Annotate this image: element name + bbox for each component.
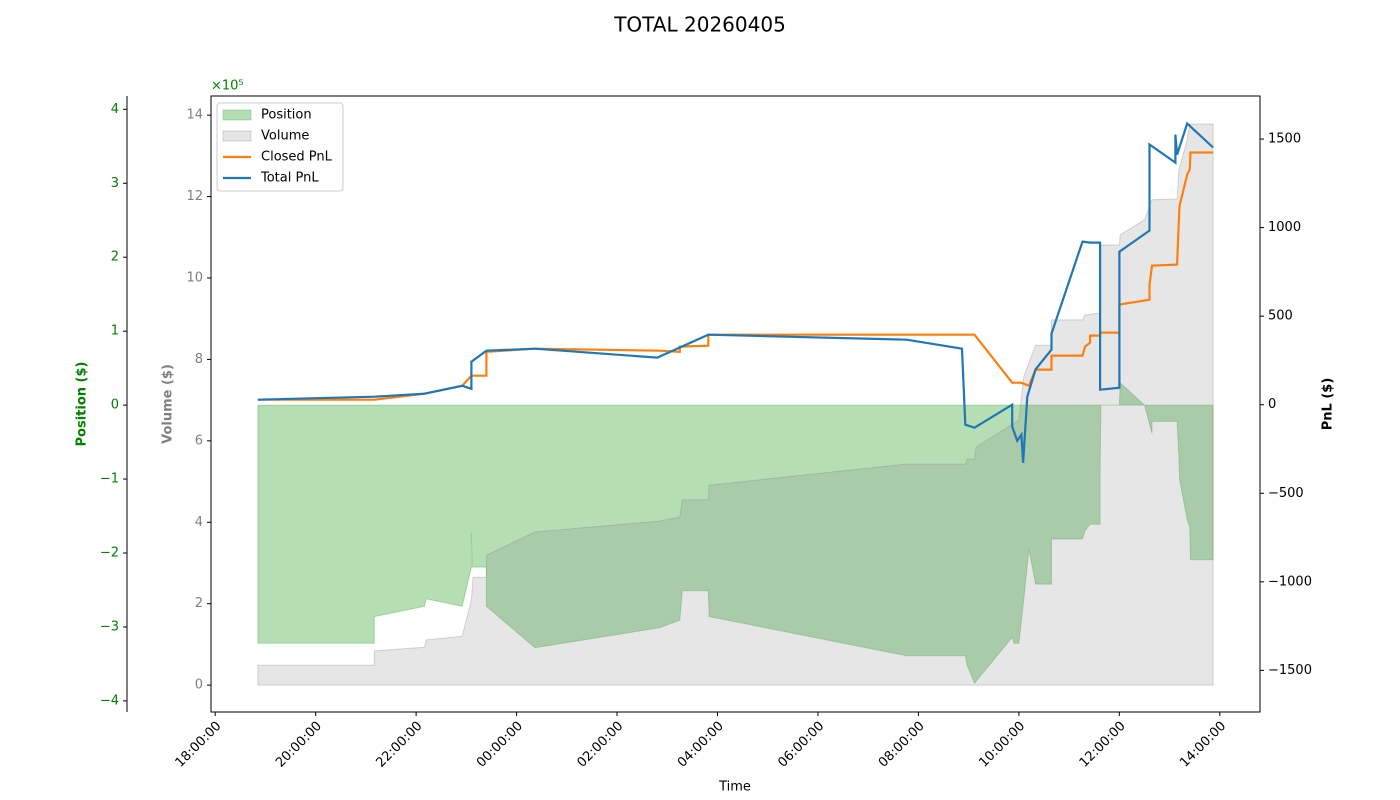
x-tick-label: 08:00:00: [876, 719, 928, 771]
yticks-label: 0: [111, 398, 119, 413]
y2ticks-label: 14: [186, 108, 203, 123]
y2ticks-label: 10: [186, 270, 203, 285]
y2ticks-label: 0: [195, 678, 203, 693]
legend-label: Volume: [261, 129, 309, 144]
legend-label: Position: [261, 108, 312, 123]
x-tick-label: 06:00:00: [775, 719, 827, 771]
area: [257, 123, 1214, 686]
offset-label: ×10⁵: [211, 79, 244, 94]
yticks-label: 4: [111, 102, 119, 117]
legend-label: Closed PnL: [261, 150, 333, 165]
legend-swatch: [222, 109, 252, 121]
legend-box: [216, 102, 344, 192]
x-tick-label: 10:00:00: [976, 719, 1028, 771]
yticks-label: −1: [100, 472, 119, 487]
x-tick-label: 22:00:00: [374, 719, 426, 771]
y2ticks-label: 4: [195, 515, 203, 530]
legend-label: Total PnL: [260, 171, 319, 186]
x-tick-label: 18:00:00: [173, 719, 225, 771]
y2ticks-label: 2: [195, 596, 203, 611]
y3ticks-label: 0: [1268, 397, 1276, 412]
yticks-label: −4: [100, 693, 119, 708]
y2ticks-label: 12: [186, 189, 203, 204]
y3-axis-label: PnL ($): [1321, 378, 1336, 431]
plot-frame: [210, 95, 1261, 713]
y2ticks-label: 8: [195, 352, 203, 367]
x-tick-label: 00:00:00: [474, 719, 526, 771]
x-tick-label: 14:00:00: [1177, 719, 1229, 771]
y3ticks-label: 1000: [1268, 220, 1301, 235]
y2-axis-label: Volume ($): [161, 364, 176, 444]
x-tick-label: 20:00:00: [273, 719, 325, 771]
y3ticks-label: −500: [1268, 486, 1304, 501]
y3ticks-label: 500: [1268, 309, 1293, 324]
chart-title: TOTAL 20260405: [613, 13, 786, 37]
yticks-label: 1: [111, 324, 119, 339]
y3ticks-label: 1500: [1268, 132, 1301, 147]
yticks-label: −2: [100, 546, 119, 561]
area: [257, 381, 1214, 685]
yticks-label: −3: [100, 619, 119, 634]
legend-swatch: [222, 130, 252, 142]
yticks-label: 3: [111, 176, 119, 191]
x-tick-label: 04:00:00: [675, 719, 727, 771]
y2ticks-label: 6: [195, 433, 203, 448]
line: [257, 121, 1214, 463]
y3ticks-label: −1500: [1268, 663, 1312, 678]
y3ticks-label: −1000: [1268, 574, 1312, 589]
x-axis-label: Time: [718, 780, 751, 795]
yticks-label: 2: [111, 250, 119, 265]
legend: Position Volume Closed PnL Total PnL: [216, 102, 344, 192]
y-axis-label: Position ($): [75, 362, 90, 447]
x-tick-label: 02:00:00: [574, 719, 626, 771]
x-tick-label: 12:00:00: [1077, 719, 1129, 771]
